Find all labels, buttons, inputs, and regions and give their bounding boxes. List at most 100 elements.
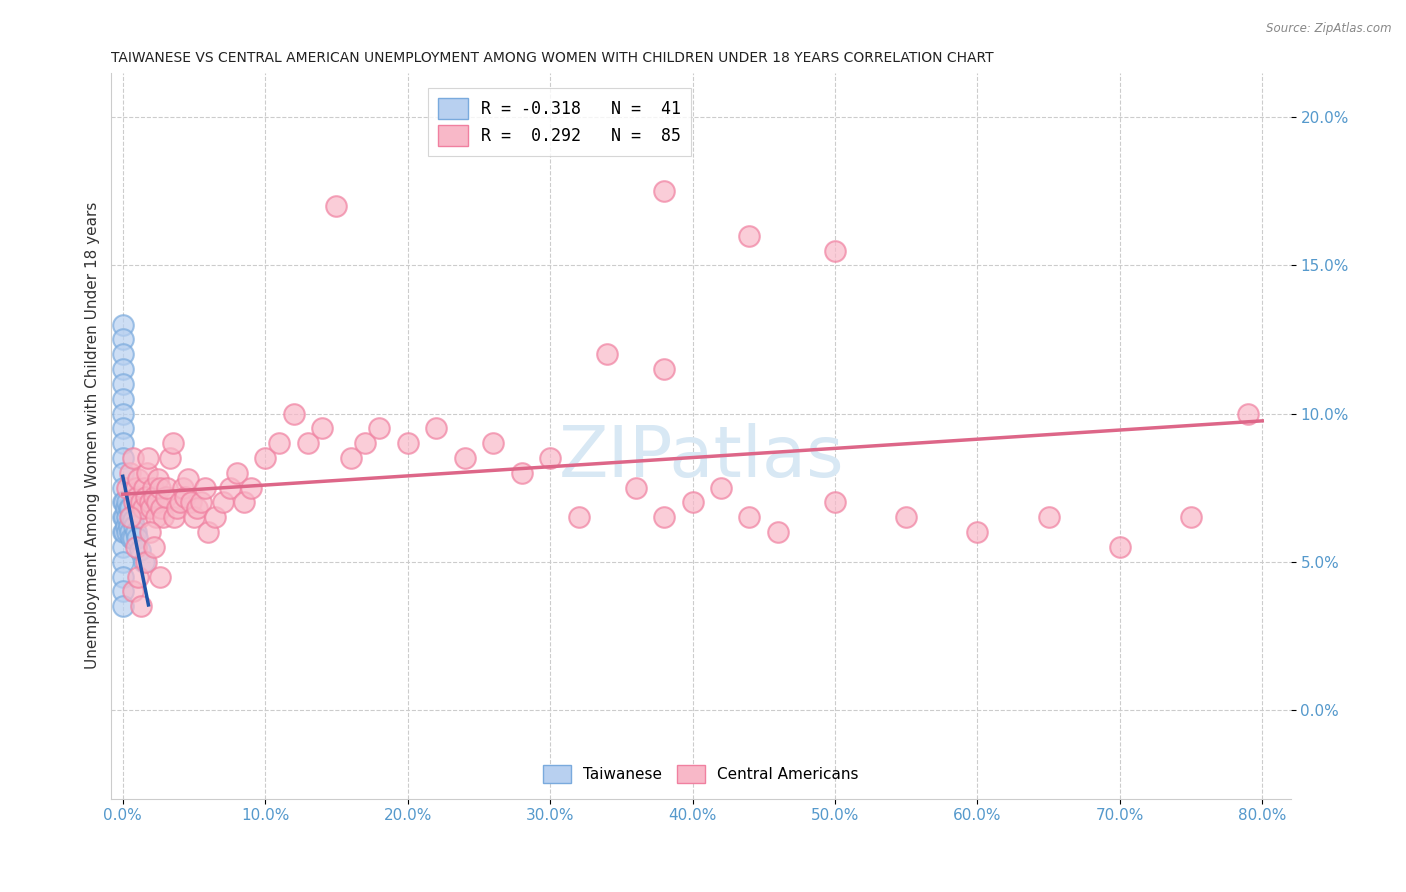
Point — [269, 436, 291, 450]
Point — [117, 519, 139, 533]
Point — [127, 569, 149, 583]
Point — [538, 450, 561, 465]
Point — [117, 501, 139, 516]
Point — [652, 510, 675, 524]
Point — [112, 495, 135, 509]
Point — [162, 436, 184, 450]
Point — [177, 472, 200, 486]
Legend: Taiwanese, Central Americans: Taiwanese, Central Americans — [536, 757, 866, 791]
Point — [111, 333, 134, 347]
Point — [142, 481, 165, 495]
Point — [1237, 407, 1260, 421]
Point — [125, 490, 148, 504]
Point — [128, 510, 150, 524]
Point — [118, 501, 141, 516]
Point — [118, 510, 141, 524]
Point — [111, 524, 134, 539]
Point — [136, 466, 159, 480]
Point — [156, 481, 179, 495]
Point — [118, 466, 141, 480]
Point — [111, 347, 134, 361]
Point — [183, 510, 205, 524]
Point — [396, 436, 419, 450]
Point — [111, 569, 134, 583]
Point — [122, 495, 145, 509]
Point — [132, 501, 155, 516]
Point — [824, 244, 846, 258]
Point — [111, 555, 134, 569]
Point — [159, 450, 181, 465]
Point — [163, 510, 186, 524]
Point — [114, 501, 136, 516]
Point — [112, 524, 135, 539]
Point — [339, 450, 361, 465]
Point — [710, 481, 733, 495]
Point — [121, 531, 143, 545]
Point — [738, 228, 761, 243]
Point — [894, 510, 917, 524]
Point — [325, 199, 347, 213]
Point — [624, 481, 647, 495]
Point — [111, 450, 134, 465]
Point — [111, 584, 134, 599]
Point — [738, 510, 761, 524]
Point — [510, 466, 533, 480]
Text: TAIWANESE VS CENTRAL AMERICAN UNEMPLOYMENT AMONG WOMEN WITH CHILDREN UNDER 18 YE: TAIWANESE VS CENTRAL AMERICAN UNEMPLOYME… — [111, 51, 994, 65]
Point — [143, 490, 166, 504]
Point — [225, 466, 247, 480]
Point — [204, 510, 226, 524]
Point — [115, 524, 138, 539]
Point — [128, 542, 150, 557]
Point — [143, 540, 166, 554]
Point — [115, 495, 138, 509]
Point — [1108, 540, 1130, 554]
Point — [197, 524, 219, 539]
Point — [652, 184, 675, 198]
Point — [172, 481, 194, 495]
Point — [115, 481, 138, 495]
Point — [148, 472, 170, 486]
Point — [824, 495, 846, 509]
Point — [232, 495, 254, 509]
Point — [111, 318, 134, 332]
Point — [131, 495, 153, 509]
Point — [174, 490, 197, 504]
Point — [141, 501, 163, 516]
Point — [568, 510, 591, 524]
Point — [138, 450, 160, 465]
Point — [134, 481, 156, 495]
Point — [111, 466, 134, 480]
Point — [124, 481, 146, 495]
Point — [111, 599, 134, 614]
Point — [682, 495, 704, 509]
Point — [120, 510, 142, 524]
Point — [111, 421, 134, 435]
Point — [596, 347, 619, 361]
Point — [425, 421, 447, 435]
Point — [186, 501, 208, 516]
Text: Source: ZipAtlas.com: Source: ZipAtlas.com — [1267, 22, 1392, 36]
Y-axis label: Unemployment Among Women with Children Under 18 years: Unemployment Among Women with Children U… — [86, 202, 100, 670]
Point — [120, 531, 142, 545]
Point — [652, 362, 675, 376]
Point — [124, 524, 146, 539]
Point — [155, 490, 177, 504]
Point — [111, 376, 134, 391]
Point — [124, 540, 146, 554]
Point — [354, 436, 377, 450]
Point — [180, 495, 202, 509]
Point — [112, 510, 135, 524]
Point — [139, 524, 162, 539]
Point — [139, 495, 162, 509]
Point — [125, 531, 148, 545]
Point — [169, 495, 191, 509]
Point — [1180, 510, 1202, 524]
Point — [134, 555, 156, 569]
Point — [152, 510, 174, 524]
Point — [111, 481, 134, 495]
Point — [194, 481, 217, 495]
Point — [211, 495, 233, 509]
Point — [118, 524, 141, 539]
Point — [121, 584, 143, 599]
Point — [283, 407, 305, 421]
